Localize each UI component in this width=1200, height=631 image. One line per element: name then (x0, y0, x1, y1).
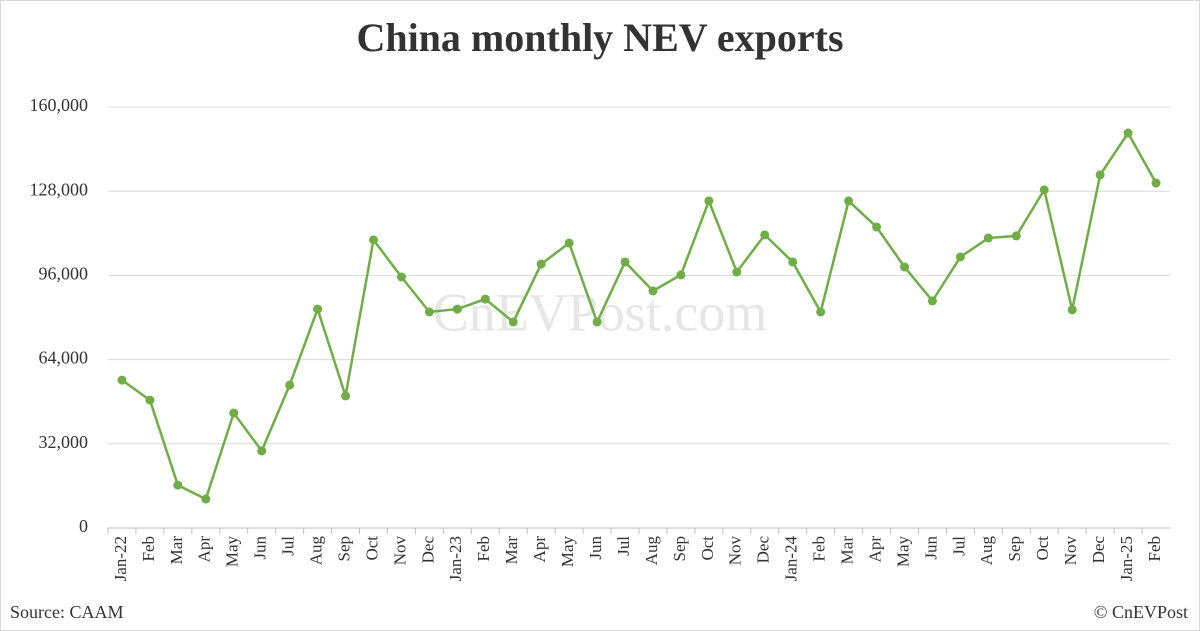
data-point (257, 446, 267, 456)
data-point (983, 233, 993, 243)
data-point (1067, 305, 1077, 315)
data-point (173, 480, 183, 490)
x-tick-label: May (558, 536, 577, 568)
x-tick-label: Jan-25 (1117, 536, 1136, 581)
x-tick-label: Apr (195, 536, 214, 563)
data-point (480, 294, 490, 304)
x-tick-label: Jan-22 (111, 536, 130, 581)
data-point (424, 307, 434, 317)
x-tick-label: Oct (362, 536, 381, 561)
source: Source: CAAM (10, 602, 124, 622)
x-tick-label: Feb (139, 536, 158, 562)
x-tick-label: Jan-23 (446, 536, 465, 581)
data-point (145, 395, 155, 405)
data-point (369, 235, 378, 245)
x-tick-label: Aug (642, 536, 661, 566)
y-tick-label: 0 (79, 516, 88, 536)
x-tick-label: Dec (418, 536, 437, 564)
x-tick-label: Feb (474, 536, 493, 562)
x-tick-label: Dec (1089, 536, 1108, 564)
data-point (396, 272, 406, 282)
x-tick-label: Dec (754, 536, 773, 564)
data-point (285, 380, 295, 390)
data-point (229, 408, 239, 418)
data-point (592, 317, 602, 327)
watermark: CnEVPost.com (433, 282, 768, 342)
chart-title: China monthly NEV exports (356, 15, 843, 60)
data-point (1123, 128, 1133, 138)
y-tick-label: 96,000 (39, 264, 89, 284)
data-point (872, 222, 882, 232)
x-tick-label: Aug (307, 536, 326, 566)
x-tick-label: Feb (1145, 536, 1164, 562)
data-point (313, 304, 323, 314)
data-point (900, 262, 909, 272)
x-tick-label: Jan-24 (782, 536, 801, 582)
y-tick-label: 32,000 (39, 432, 89, 452)
data-point (788, 257, 798, 267)
data-point (201, 494, 211, 504)
data-point (704, 196, 714, 206)
data-point (648, 286, 658, 296)
x-tick-label: Sep (1005, 536, 1024, 562)
data-point (955, 252, 965, 262)
x-tick-label: Mar (838, 536, 857, 565)
x-tick-label: Mar (167, 536, 186, 565)
y-tick-label: 64,000 (39, 348, 89, 368)
x-tick-label: Jul (614, 536, 633, 556)
x-tick-label: May (223, 536, 242, 568)
data-point (620, 257, 630, 267)
x-tick-label: Sep (334, 536, 353, 562)
data-point (760, 230, 770, 240)
data-point (564, 238, 574, 248)
x-tick-label: Oct (698, 536, 717, 561)
data-point (816, 307, 826, 317)
data-point (844, 196, 854, 206)
x-tick-label: Jun (586, 536, 605, 560)
x-tick-label: Apr (865, 536, 884, 563)
y-tick-label: 128,000 (30, 179, 89, 199)
data-point (452, 304, 462, 314)
x-tick-label: Feb (810, 536, 829, 562)
data-point (1039, 185, 1049, 195)
data-point (117, 375, 127, 385)
x-tick-label: Mar (502, 536, 521, 565)
x-tick-label: Aug (977, 536, 996, 566)
x-tick-label: Oct (1033, 536, 1052, 561)
series-line (121, 130, 1158, 501)
x-tick-label: Jun (251, 536, 270, 560)
x-tick-label: Jul (949, 536, 968, 556)
data-point (536, 259, 546, 269)
data-point (508, 317, 518, 327)
x-tick-label: Sep (670, 536, 689, 562)
x-tick-label: Nov (1061, 536, 1080, 566)
data-point (1095, 170, 1105, 180)
credit: © CnEVPost (1094, 602, 1188, 622)
x-tick-label: Nov (726, 536, 745, 566)
data-point (732, 267, 742, 277)
data-point (676, 270, 686, 280)
data-point (341, 391, 351, 401)
x-tick-label: Apr (530, 536, 549, 563)
data-point (927, 296, 937, 306)
x-tick-label: Jun (921, 536, 940, 560)
x-tick-label: Nov (390, 536, 409, 566)
y-tick-label: 160,000 (30, 95, 89, 115)
data-point (1151, 178, 1161, 188)
data-point (1011, 231, 1021, 241)
x-tick-label: Jul (279, 536, 298, 556)
x-tick-label: May (893, 536, 912, 568)
